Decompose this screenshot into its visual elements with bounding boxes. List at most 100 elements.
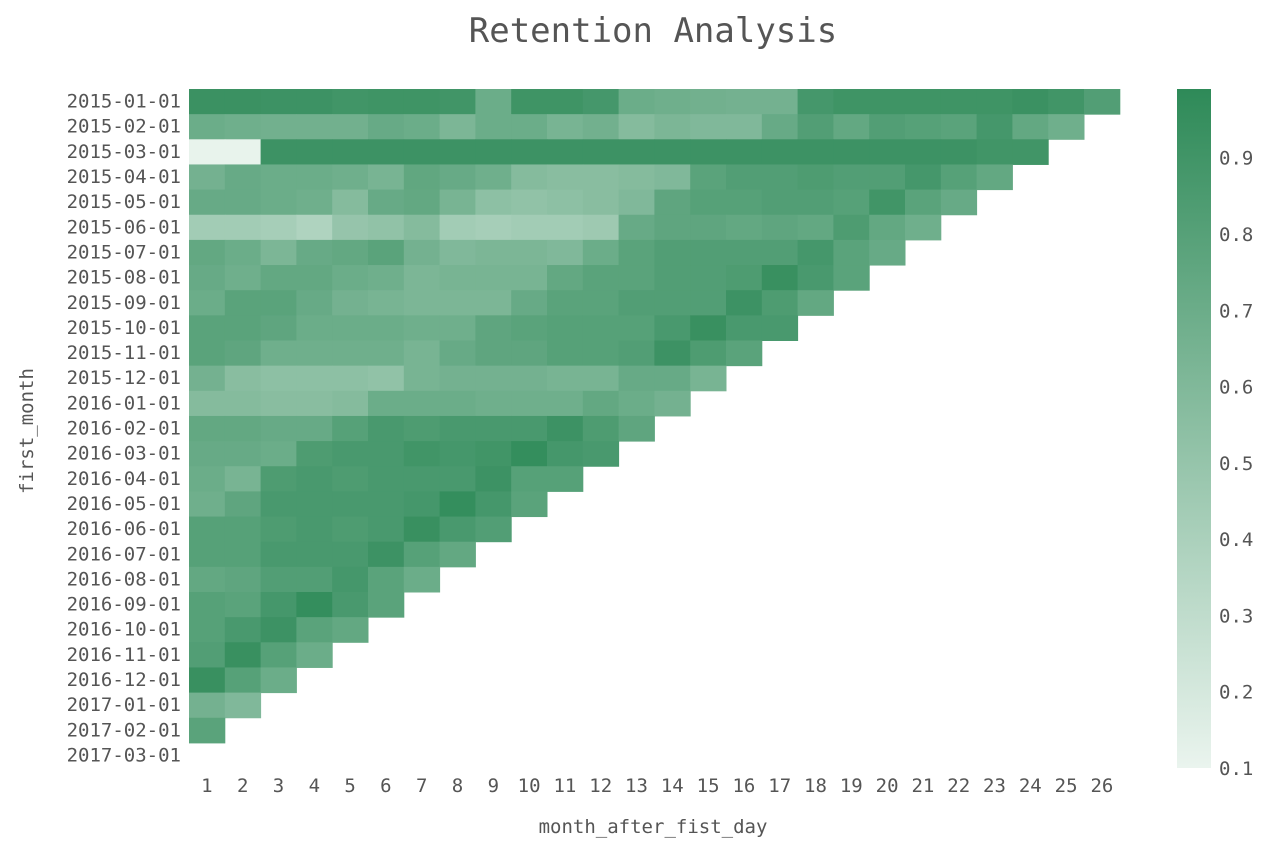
heatmap-cell	[403, 340, 441, 367]
heatmap-cell	[654, 290, 691, 316]
colorbar	[1177, 89, 1211, 768]
heatmap-cell	[511, 466, 548, 492]
heatmap-cell	[260, 415, 297, 442]
heatmap-cell	[296, 466, 333, 492]
heatmap-cell	[189, 390, 226, 417]
heatmap-cell	[403, 239, 441, 266]
heatmap-cell	[761, 265, 799, 291]
heatmap-cell	[332, 466, 369, 492]
heatmap-cell	[797, 290, 834, 316]
heatmap-cell	[260, 315, 297, 341]
y-tick-label: 2016-07-01	[67, 543, 181, 565]
heatmap-cell	[654, 365, 691, 392]
heatmap-cell	[582, 265, 620, 291]
x-tick-label: 26	[1090, 775, 1113, 797]
y-tick-label: 2015-10-01	[67, 317, 181, 339]
heatmap-cell	[332, 315, 369, 341]
heatmap-cell	[368, 265, 405, 291]
heatmap-cell	[582, 441, 620, 467]
heatmap-cell	[940, 164, 978, 191]
heatmap-cell	[690, 239, 727, 266]
heatmap-cell	[403, 290, 441, 316]
heatmap-cell	[511, 365, 548, 392]
heatmap-cell	[260, 340, 297, 367]
x-tick-label: 21	[911, 775, 934, 797]
x-tick-label: 11	[553, 775, 576, 797]
heatmap-cell	[260, 365, 297, 392]
x-tick-label: 6	[380, 775, 391, 797]
x-tick-label: 10	[518, 775, 541, 797]
heatmap-cell	[833, 265, 870, 291]
x-tick-label: 2	[237, 775, 248, 797]
heatmap-cell	[797, 214, 834, 241]
heatmap-cell	[332, 239, 369, 266]
heatmap-cell	[260, 89, 297, 115]
heatmap-cell	[403, 390, 441, 417]
heatmap-cell	[332, 592, 369, 618]
heatmap-cell	[618, 315, 655, 341]
heatmap-cell	[726, 265, 763, 291]
heatmap-cell	[332, 89, 369, 115]
heatmap-cell	[475, 214, 512, 241]
y-tick-label: 2016-04-01	[67, 468, 181, 490]
heatmap-cell	[582, 340, 620, 367]
heatmap-cell	[189, 415, 226, 442]
y-tick-label: 2015-04-01	[67, 166, 181, 188]
heatmap-cell	[296, 365, 333, 392]
heatmap-cell	[224, 290, 262, 316]
colorbar-tick-label: 0.6	[1219, 377, 1253, 399]
y-tick-label: 2017-03-01	[67, 744, 181, 766]
heatmap-cell	[224, 466, 262, 492]
heatmap-cell	[439, 214, 476, 241]
heatmap-cell	[654, 265, 691, 291]
heatmap-cell	[189, 617, 226, 643]
heatmap-cell	[332, 265, 369, 291]
heatmap-cell	[905, 139, 942, 165]
heatmap-cell	[403, 466, 441, 492]
heatmap-cell	[332, 189, 369, 216]
y-tick-label: 2015-12-01	[67, 367, 181, 389]
heatmap-cell	[260, 290, 297, 316]
y-tick-label: 2015-03-01	[67, 141, 181, 163]
x-tick-label: 3	[273, 775, 284, 797]
heatmap-cell	[332, 214, 369, 241]
heatmap-cell	[582, 365, 620, 392]
heatmap-cell	[475, 491, 512, 518]
heatmap-cell	[439, 516, 476, 543]
colorbar-tick-label: 0.2	[1219, 682, 1253, 704]
heatmap-cell	[690, 365, 727, 392]
heatmap-cell	[547, 239, 584, 266]
heatmap-cell	[296, 441, 333, 467]
heatmap-cell	[189, 692, 226, 719]
heatmap-cell	[582, 89, 620, 115]
heatmap-cell	[439, 89, 476, 115]
heatmap-cell	[332, 491, 369, 518]
heatmap-cell	[332, 290, 369, 316]
heatmap-cell	[940, 139, 978, 165]
heatmap-cell	[439, 114, 476, 140]
x-axis-label: month_after_fist_day	[539, 816, 768, 838]
y-tick-label: 2015-05-01	[67, 191, 181, 213]
heatmap-cell	[439, 491, 476, 518]
heatmap-cell	[582, 189, 620, 216]
heatmap-cell	[189, 717, 226, 744]
x-tick-label: 13	[625, 775, 648, 797]
heatmap-cell	[368, 214, 405, 241]
colorbar-tick-labels: 0.1 0.2 0.3 0.4 0.5 0.6 0.7 0.8 0.9	[1219, 148, 1253, 780]
heatmap-cell	[726, 114, 763, 140]
heatmap-cell	[833, 164, 870, 191]
heatmap-cell	[1012, 89, 1049, 115]
x-tick-label: 24	[1019, 775, 1042, 797]
heatmap-cell	[869, 214, 906, 241]
heatmap-cell	[224, 214, 262, 241]
heatmap-cell	[260, 164, 297, 191]
heatmap-cell	[403, 164, 441, 191]
y-tick-label: 2015-01-01	[67, 91, 181, 113]
heatmap-cell	[368, 566, 405, 593]
heatmap-cell	[869, 89, 906, 115]
heatmap-cell	[296, 114, 333, 140]
heatmap-cell	[582, 415, 620, 442]
heatmap-cell	[403, 365, 441, 392]
heatmap-cell	[403, 114, 441, 140]
heatmap-cell	[189, 164, 226, 191]
